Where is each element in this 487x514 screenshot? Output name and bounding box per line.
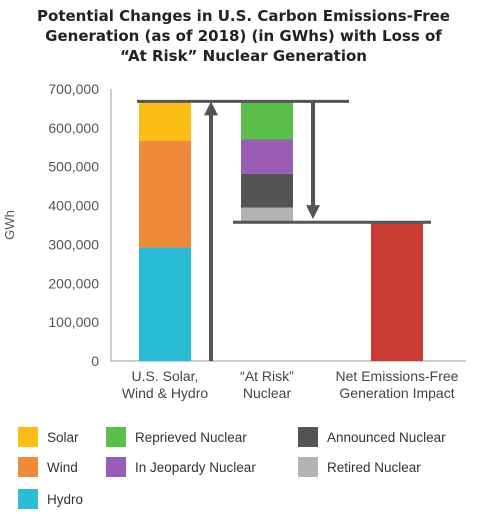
chart-title: Potential Changes in U.S. Carbon Emissio… (0, 6, 487, 66)
bar-segment (241, 139, 293, 174)
bar-segment (241, 207, 293, 223)
legend-item: Announced Nuclear (298, 427, 446, 447)
legend-swatch (298, 427, 318, 447)
legend-label: Announced Nuclear (327, 429, 446, 445)
legend-label: Wind (47, 459, 78, 475)
x-category-label: Generation Impact (339, 385, 454, 401)
legend-item: Hydro (18, 489, 83, 509)
legend-item: Wind (18, 457, 78, 477)
legend-item: Reprieved Nuclear (106, 427, 247, 447)
legend-label: In Jeopardy Nuclear (135, 459, 256, 475)
x-category-label: Net Emissions-Free (336, 368, 459, 384)
chart-title-line: “At Risk” Nuclear Generation (120, 47, 367, 65)
bar-segment (139, 101, 191, 141)
legend-swatch (106, 457, 126, 477)
y-tick-label: 100,000 (48, 314, 99, 330)
arrow-head (306, 205, 320, 220)
x-category-label: “At Risk” (240, 368, 294, 384)
y-tick-label: 600,000 (48, 120, 99, 136)
y-tick-label: 200,000 (48, 275, 99, 291)
chart-title-line: Potential Changes in U.S. Carbon Emissio… (37, 7, 450, 25)
legend-item: Solar (18, 427, 79, 447)
legend-label: Solar (47, 429, 79, 445)
bar-segment (139, 247, 191, 361)
x-category-label: U.S. Solar, (132, 368, 199, 384)
legend-swatch (298, 457, 318, 477)
legend-label: Retired Nuclear (327, 459, 421, 475)
legend-item: Retired Nuclear (298, 457, 421, 477)
legend-item: In Jeopardy Nuclear (106, 457, 256, 477)
legend-swatch (18, 489, 38, 509)
arrow-head (204, 101, 218, 116)
y-tick-label: 300,000 (48, 236, 99, 252)
y-tick-label: 700,000 (48, 81, 99, 97)
y-tick-label: 0 (91, 353, 99, 369)
bar-segment (371, 222, 423, 361)
bar-segment (241, 173, 293, 208)
bar-segment (241, 101, 293, 140)
y-tick-label: 400,000 (48, 198, 99, 214)
x-category-label: Wind & Hydro (122, 385, 209, 401)
legend-swatch (106, 427, 126, 447)
legend-swatch (18, 457, 38, 477)
y-axis-label: GWh (2, 210, 17, 240)
bar-segment (139, 140, 191, 248)
y-tick-label: 500,000 (48, 159, 99, 175)
chart-area: 0 100,000 200,000 300,000 400,000 500,000 600,… (2, 81, 466, 401)
x-category-label: Nuclear (243, 385, 292, 401)
legend-label: Hydro (47, 491, 84, 507)
chart-title-line: Generation (as of 2018) (in GWhs) with L… (45, 27, 442, 45)
legend-swatch (18, 427, 38, 447)
legend-label: Reprieved Nuclear (135, 429, 247, 445)
